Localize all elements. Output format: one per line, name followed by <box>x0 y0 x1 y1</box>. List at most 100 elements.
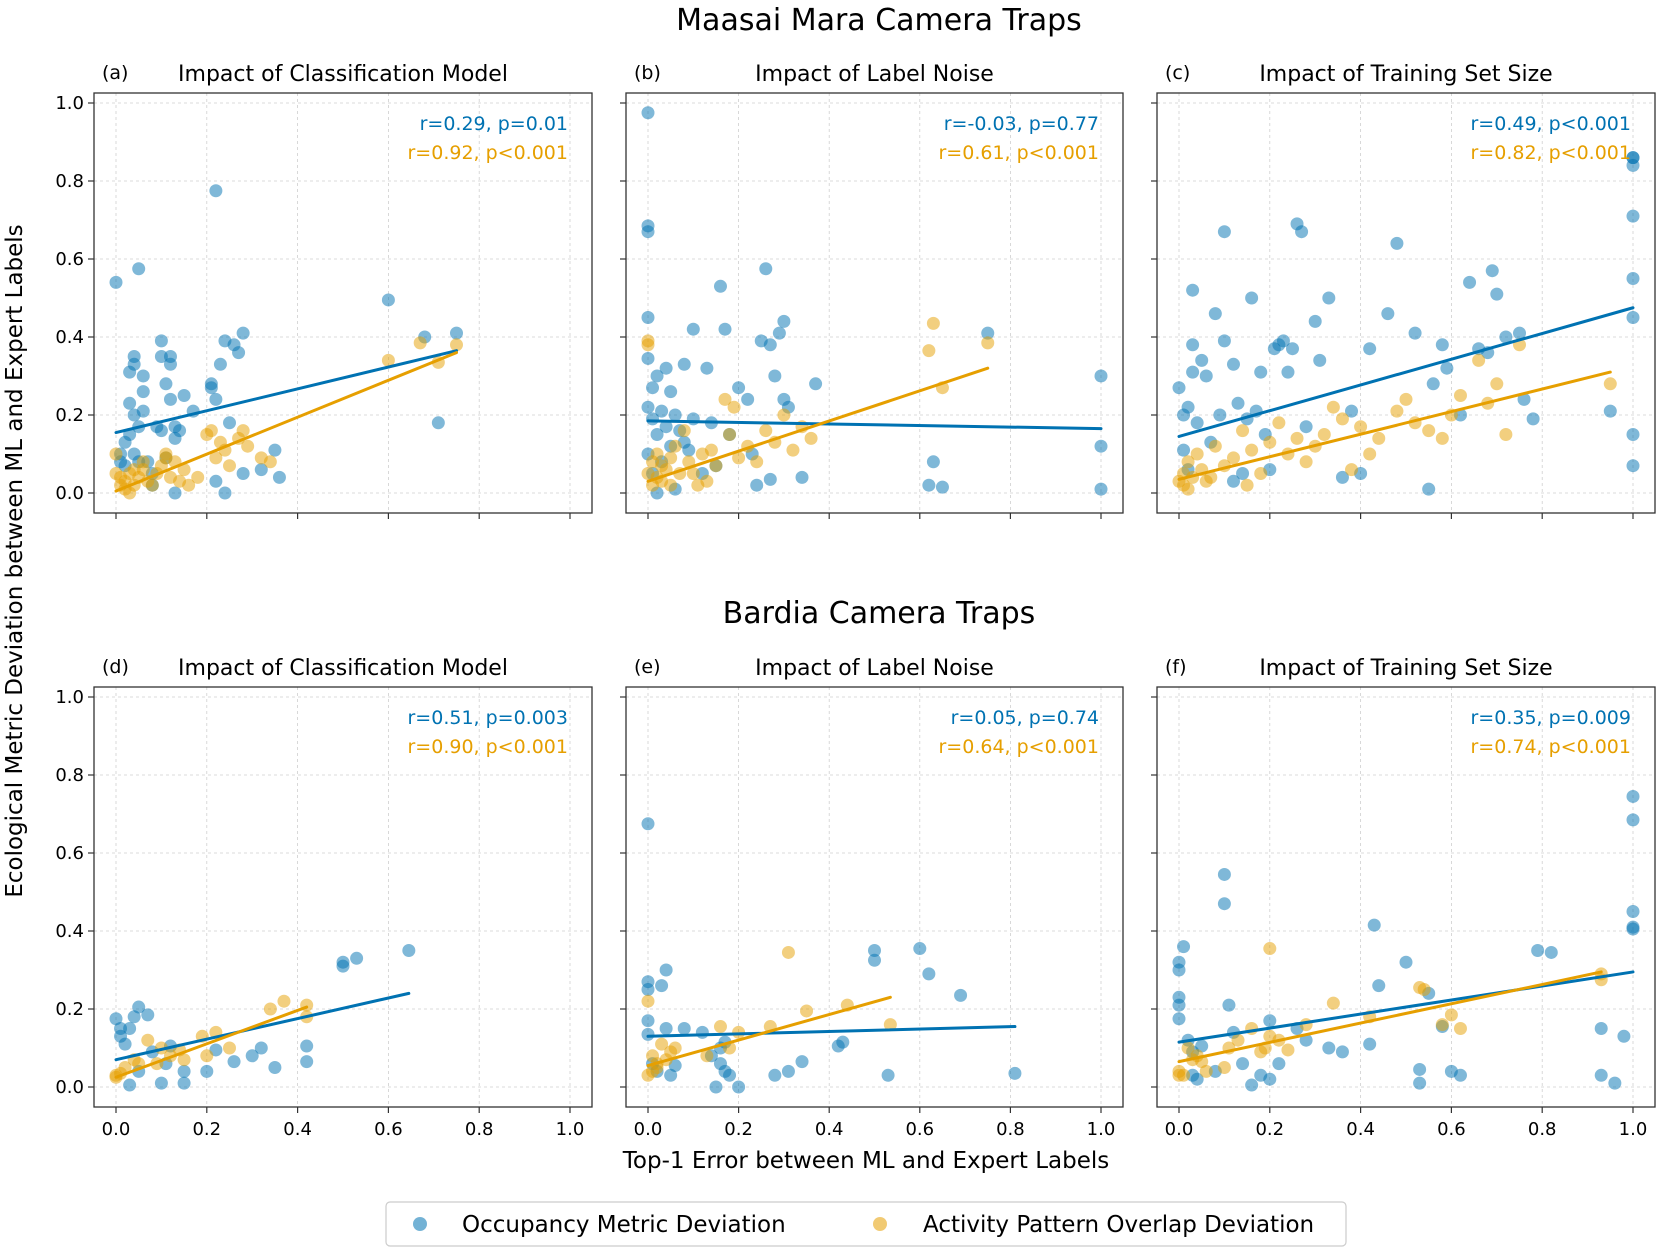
fit-line-occupancy <box>1177 970 1635 1044</box>
data-point <box>154 350 168 363</box>
data-point <box>127 1010 141 1024</box>
data-point <box>1544 945 1558 959</box>
x-tick-label: 0.8 <box>1528 1119 1557 1140</box>
panel-b: (b) Impact of Label Noise r=-0.03, p=0.77 r… <box>620 62 1124 519</box>
data-point <box>123 1022 137 1035</box>
data-point <box>1372 431 1386 445</box>
data-point <box>1186 365 1200 379</box>
data-point <box>1208 307 1222 321</box>
data-point <box>664 1068 678 1082</box>
data-point <box>136 404 150 418</box>
axes-frame <box>1156 92 1656 514</box>
data-point <box>1626 813 1640 827</box>
data-point <box>981 326 995 340</box>
data-point <box>132 1000 146 1014</box>
data-point <box>777 314 791 328</box>
data-point <box>1290 431 1304 445</box>
data-point <box>1608 1076 1622 1090</box>
data-point <box>677 1022 691 1035</box>
x-tick-label: 0.6 <box>905 1119 934 1140</box>
fit-line-activity <box>114 351 458 493</box>
data-point <box>1240 478 1254 492</box>
data-point <box>1204 470 1218 484</box>
data-point <box>109 447 123 461</box>
axes-frame <box>1156 686 1656 1108</box>
x-tick-label: 0.4 <box>815 1119 844 1140</box>
data-point <box>381 293 395 307</box>
data-point <box>1363 342 1377 356</box>
panel-label: (b) <box>634 62 661 84</box>
data-point <box>1177 443 1191 457</box>
data-point <box>1603 377 1617 391</box>
data-point <box>1272 416 1286 430</box>
data-point <box>700 361 714 375</box>
data-point <box>300 1055 314 1069</box>
stat-occupancy: r=0.35, p=0.009 <box>1471 707 1632 729</box>
data-point <box>1363 447 1377 461</box>
y-tick-label: 0.2 <box>55 405 84 426</box>
series-occupancy <box>1172 151 1640 496</box>
fit-line-occupancy <box>114 991 411 1062</box>
data-point <box>1626 922 1640 936</box>
series-activity <box>641 945 897 1082</box>
data-point <box>1236 1057 1250 1071</box>
panel-label: (d) <box>102 656 129 678</box>
y-tick-label: 0.8 <box>55 171 84 192</box>
panel-label: (c) <box>1165 62 1190 84</box>
x-tick-label: 0.0 <box>1165 1119 1194 1140</box>
data-point <box>1195 1039 1209 1053</box>
data-point <box>1453 408 1467 422</box>
data-point <box>881 1068 895 1082</box>
data-point <box>1354 420 1368 434</box>
data-point <box>795 1055 809 1069</box>
data-point <box>245 1049 259 1063</box>
data-point <box>402 944 416 957</box>
data-point <box>1626 272 1640 285</box>
data-point <box>136 369 150 383</box>
data-point <box>1217 897 1231 911</box>
data-point <box>1499 428 1513 441</box>
data-point <box>1295 225 1309 239</box>
data-point <box>1390 236 1404 250</box>
data-point <box>1626 789 1640 803</box>
x-tick-label: 0.6 <box>1437 1119 1466 1140</box>
data-point <box>713 279 727 293</box>
y-tick-label: 0.6 <box>55 843 84 864</box>
data-point <box>1363 1037 1377 1051</box>
fit-line-occupancy <box>114 349 458 435</box>
data-point <box>641 225 655 239</box>
data-point <box>727 400 741 414</box>
data-point <box>136 385 150 399</box>
data-point <box>177 1076 191 1090</box>
data-point <box>200 1049 214 1063</box>
y-tick-label: 1.0 <box>55 687 84 708</box>
data-point <box>1177 1068 1191 1082</box>
data-point <box>114 470 128 484</box>
data-point <box>641 400 655 414</box>
legend-box <box>385 1201 1347 1247</box>
y-tick-label: 0.0 <box>55 1077 84 1098</box>
data-point <box>664 478 678 492</box>
data-point <box>763 338 777 352</box>
data-point <box>1299 420 1313 434</box>
data-point <box>232 346 246 360</box>
data-point <box>913 942 927 956</box>
data-point <box>768 1068 782 1082</box>
stat-activity: r=0.90, p<0.001 <box>408 736 569 758</box>
fit-line-activity <box>1177 970 1603 1064</box>
data-point <box>1594 1068 1608 1082</box>
x-tick-label: 0.4 <box>1346 1119 1375 1140</box>
data-point <box>1345 404 1359 418</box>
data-point <box>732 451 746 465</box>
data-point <box>1181 1041 1195 1055</box>
data-point <box>1472 353 1486 367</box>
data-point <box>1226 357 1240 371</box>
data-point <box>209 392 223 406</box>
data-point <box>1417 983 1431 996</box>
data-point <box>1190 1072 1204 1086</box>
panel-title: Impact of Classification Model <box>178 656 508 681</box>
data-point <box>145 478 159 492</box>
stat-activity: r=0.74, p<0.001 <box>1471 736 1632 758</box>
fit-line-activity <box>646 995 892 1068</box>
data-point <box>109 1012 123 1026</box>
